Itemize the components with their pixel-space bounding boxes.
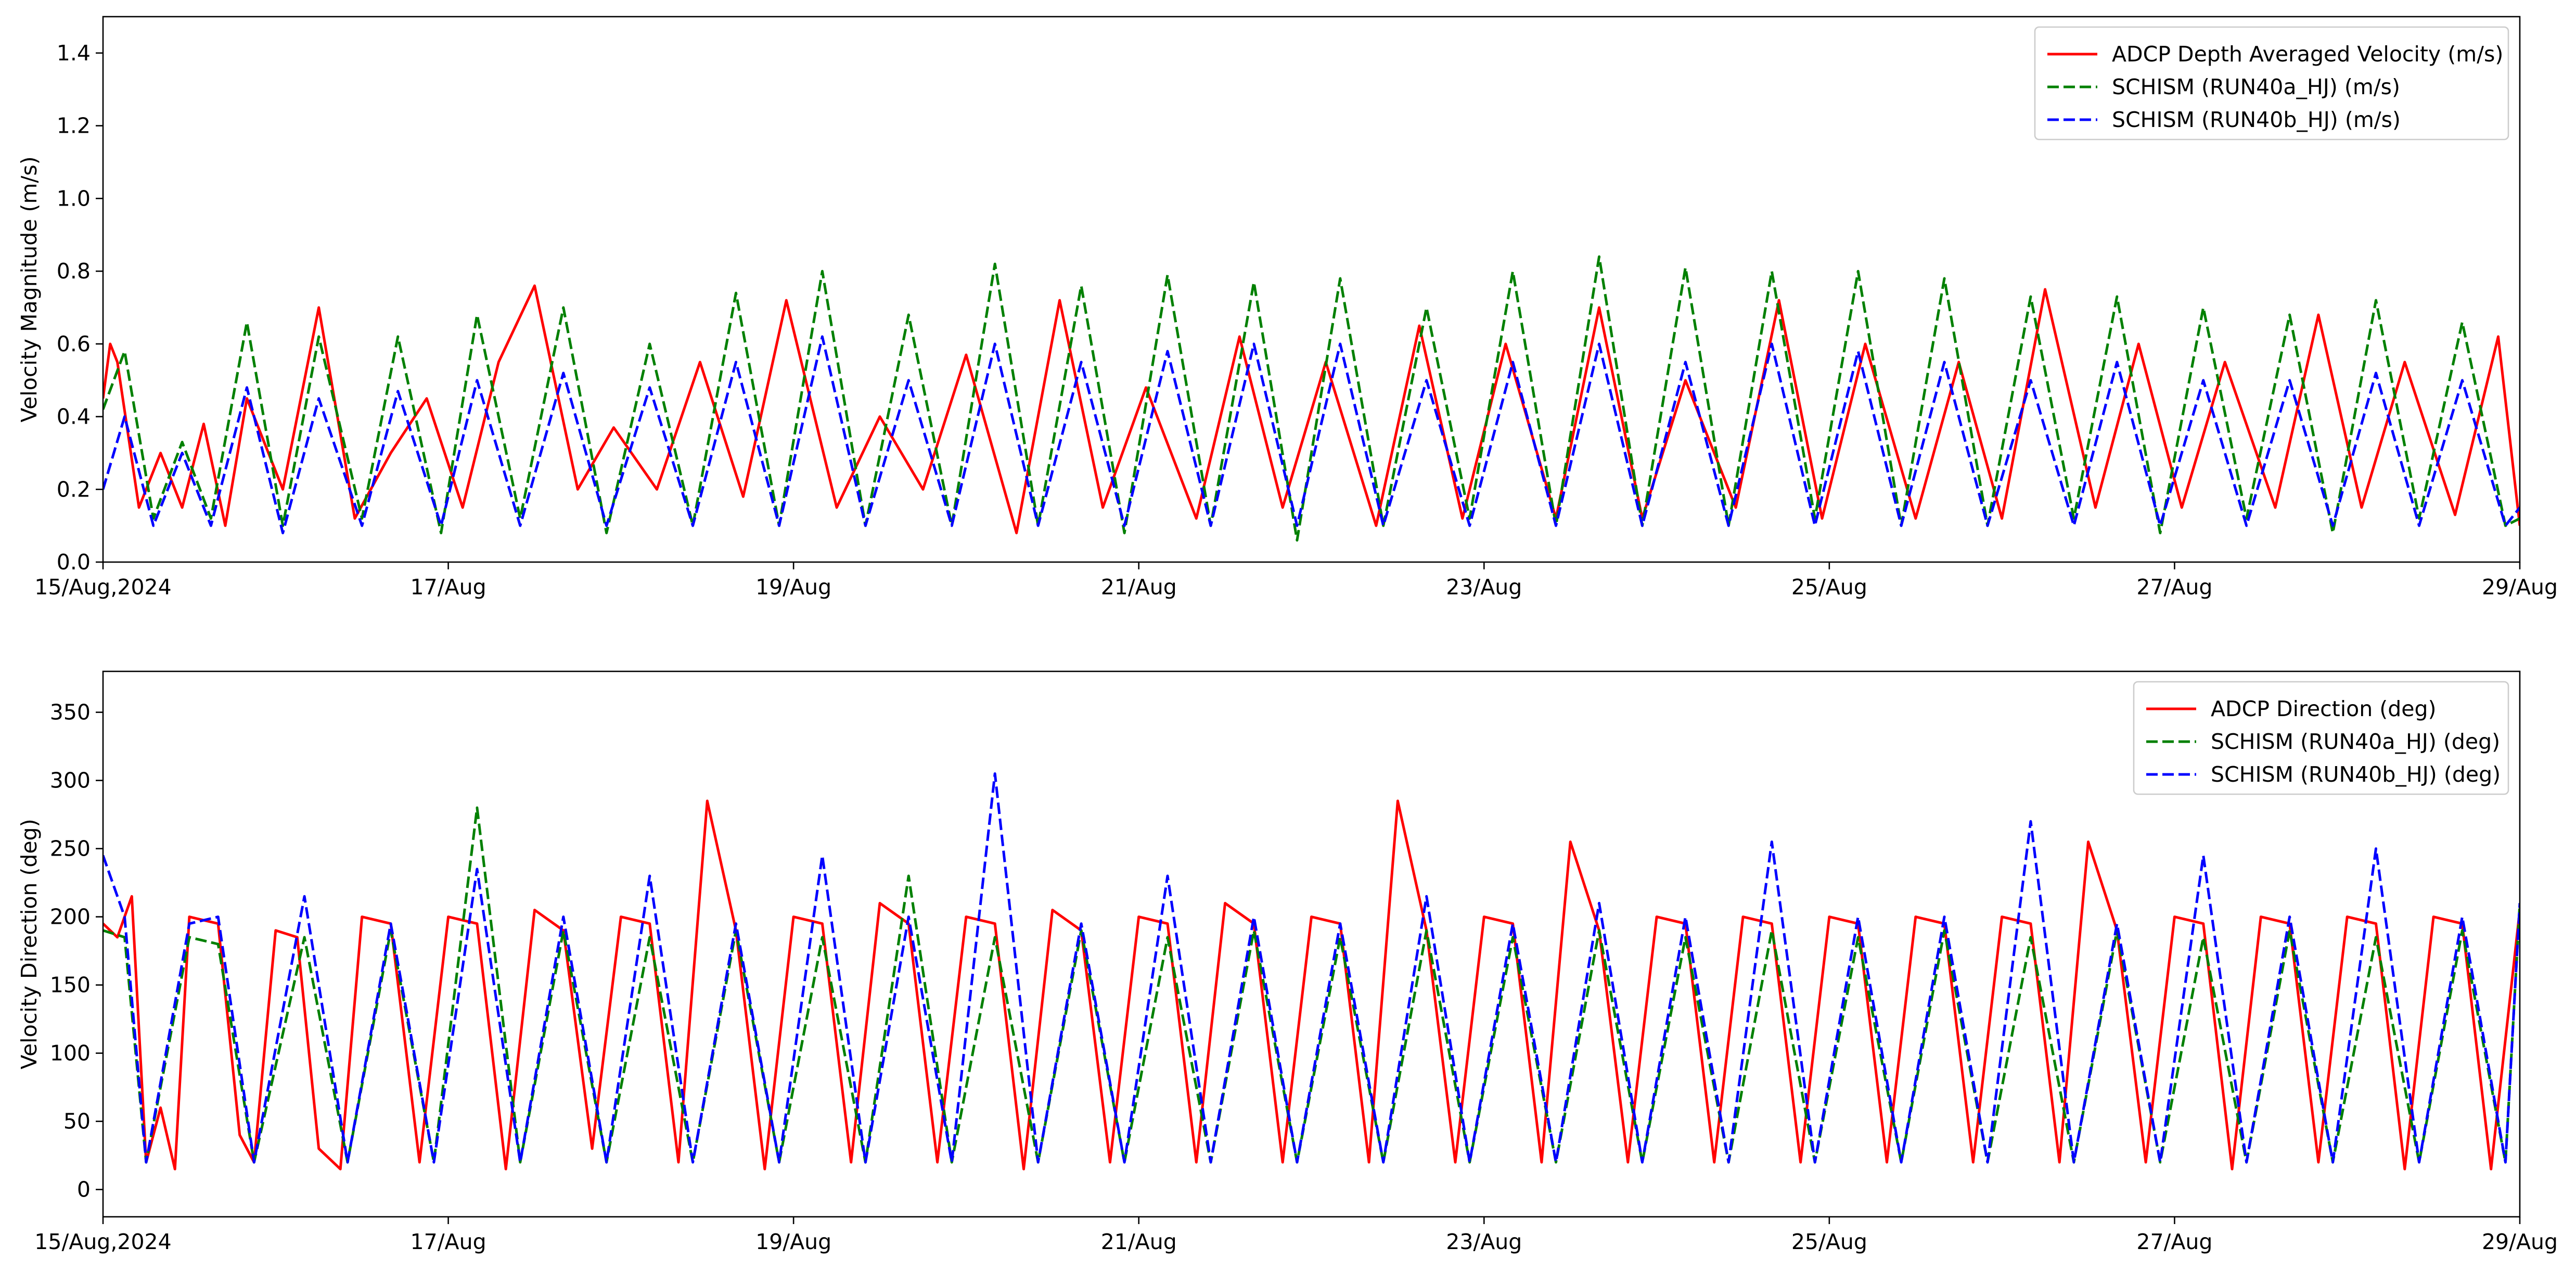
legend-label: ADCP Depth Averaged Velocity (m/s) [2112,42,2503,67]
series-line-3 [103,335,2520,534]
legend-box [2133,681,2509,795]
y-tick-label: 0.2 [57,477,91,502]
y-tick-label: 200 [50,905,91,930]
y-tick-label: 100 [50,1041,91,1066]
x-tick-label: 23/Aug [1446,575,1522,600]
legend-box [2034,26,2509,141]
legend-label: ADCP Direction (deg) [2211,696,2437,721]
y-tick-label: 0 [77,1177,91,1202]
x-tick-label: 15/Aug,2024 [34,575,171,600]
x-tick-label: 25/Aug [1791,575,1867,600]
x-tick-label: 19/Aug [755,1229,831,1254]
plot-frame [102,670,2521,1218]
y-axis-label: Velocity Magnitude (m/s) [17,156,42,422]
x-tick-label: 29/Aug [2482,575,2558,600]
x-tick-label: 27/Aug [2136,575,2212,600]
y-tick-label: 250 [50,836,91,861]
y-tick-label: 50 [63,1109,91,1134]
y-tick-label: 1.4 [57,41,91,66]
y-tick-label: 1.2 [57,113,91,138]
chart-panel-2: 0 50 100 150 200 250 300 350 15/Aug,2024 17/Aug 19… [17,670,2558,1254]
y-tick-label: 0.8 [57,259,91,284]
legend-label: SCHISM (RUN40b_HJ) (deg) [2211,762,2501,787]
y-tick-label: 1.0 [57,186,91,211]
y-tick-label: 0.4 [57,404,91,429]
chart-panel-1: 0.0 0.2 0.4 0.6 0.8 1.0 1.2 1.4 15/Aug,2024 17/Au… [17,16,2558,600]
x-tick-label: 21/Aug [1101,575,1177,600]
x-tick-label: 19/Aug [755,575,831,600]
plot-frame [102,16,2521,563]
legend-label: SCHISM (RUN40b_HJ) (m/s) [2112,107,2401,132]
legend: ADCP Direction (deg) SCHISM (RUN40a_HJ) (… [2133,681,2509,795]
series-line-2 [103,806,2520,1164]
x-tick-label: 27/Aug [2136,1229,2212,1254]
x-tick-label: 17/Aug [411,1229,486,1254]
y-tick-label: 300 [50,768,91,793]
y-tick-label: 0.6 [57,332,91,357]
x-tick-label: 29/Aug [2482,1229,2558,1254]
y-tick-label: 350 [50,700,91,725]
y-tick-label: 150 [50,973,91,998]
x-tick-label: 21/Aug [1101,1229,1177,1254]
series-line-3 [103,772,2520,1164]
legend-label: SCHISM (RUN40a_HJ) (m/s) [2112,74,2400,99]
x-tick-label: 17/Aug [411,575,486,600]
x-tick-label: 15/Aug,2024 [34,1229,171,1254]
legend: ADCP Depth Averaged Velocity (m/s) SCHISM… [2034,26,2509,141]
legend-label: SCHISM (RUN40a_HJ) (deg) [2211,729,2500,754]
y-axis-label: Velocity Direction (deg) [17,819,42,1069]
series-line-1 [103,284,2520,534]
y-tick-label: 0.0 [57,550,91,575]
series-line-1 [103,799,2520,1170]
x-tick-label: 23/Aug [1446,1229,1522,1254]
x-tick-label: 25/Aug [1791,1229,1867,1254]
